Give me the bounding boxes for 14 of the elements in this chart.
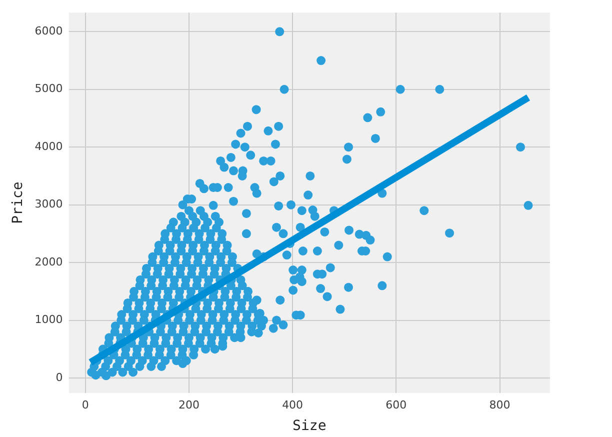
y-tick-label: 5000 [34, 82, 63, 96]
x-tick-label: 600 [386, 398, 407, 412]
x-tick-label: 200 [178, 398, 200, 412]
y-tick-label: 1000 [34, 313, 63, 326]
y-axis-title: Price [10, 182, 26, 224]
y-tick-label: 2000 [34, 255, 63, 268]
x-tick-label: 0 [82, 398, 89, 412]
x-axis-title: Size [292, 418, 326, 434]
x-tick-label: 400 [282, 398, 304, 412]
y-tick-label: 6000 [34, 24, 63, 38]
y-tick-label: 4000 [34, 140, 63, 153]
y-tick-label: 0 [56, 370, 63, 384]
x-tick-label: 800 [489, 398, 510, 412]
y-tick-label: 3000 [34, 198, 63, 211]
